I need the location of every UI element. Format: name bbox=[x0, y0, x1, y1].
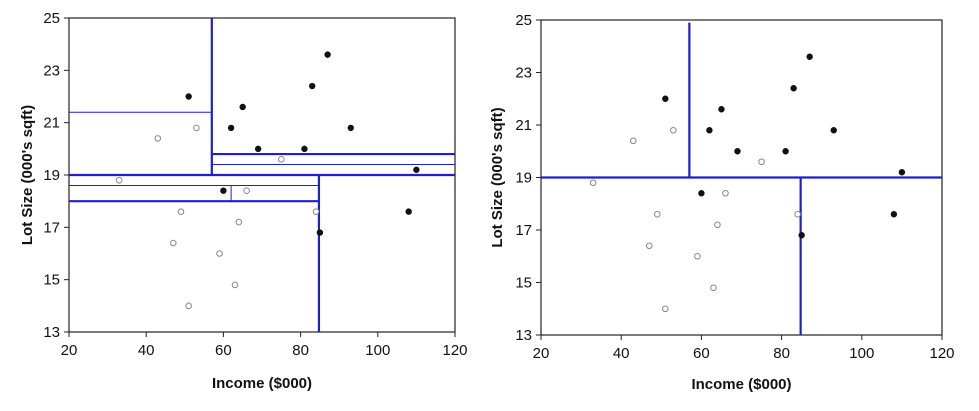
x-tick-label: 80 bbox=[773, 345, 790, 362]
y-tick-label: 17 bbox=[43, 219, 60, 236]
data-point-hollow bbox=[185, 302, 192, 310]
data-point-filled bbox=[890, 211, 898, 218]
y-axis-title: Lot Size (000's sqft) bbox=[19, 105, 36, 245]
data-point-filled bbox=[308, 82, 316, 90]
y-tick-label: 19 bbox=[43, 167, 60, 184]
x-tick-label: 60 bbox=[693, 345, 710, 362]
x-axis-title: Income ($000) bbox=[691, 376, 791, 393]
data-point-hollow bbox=[714, 221, 721, 229]
y-tick-label: 25 bbox=[515, 12, 532, 29]
x-axis-title: Income ($000) bbox=[212, 375, 312, 392]
y-tick-label: 25 bbox=[43, 10, 60, 27]
y-tick-label: 15 bbox=[515, 275, 532, 292]
y-tick-label: 13 bbox=[515, 327, 532, 344]
data-point-hollow bbox=[589, 179, 597, 187]
data-point-filled bbox=[347, 124, 354, 132]
data-point-hollow bbox=[216, 250, 223, 257]
data-point-filled bbox=[782, 148, 789, 155]
data-point-filled bbox=[662, 95, 669, 102]
data-point-hollow bbox=[169, 239, 177, 247]
data-point-hollow bbox=[710, 284, 717, 292]
x-tick-label: 60 bbox=[215, 342, 232, 359]
data-point-filled bbox=[734, 148, 741, 155]
y-tick-label: 23 bbox=[43, 62, 60, 79]
data-point-hollow bbox=[177, 208, 185, 215]
data-point-filled bbox=[698, 190, 705, 197]
data-point-hollow bbox=[629, 137, 637, 145]
data-point-filled bbox=[254, 145, 262, 153]
y-tick-label: 21 bbox=[515, 117, 532, 134]
data-point-filled bbox=[718, 106, 725, 113]
data-point-hollow bbox=[312, 208, 320, 215]
data-point-filled bbox=[220, 187, 227, 194]
y-axis-title: Lot Size (000's sqft) bbox=[489, 107, 506, 247]
y-tick-label: 19 bbox=[515, 170, 532, 187]
x-tick-label: 40 bbox=[613, 345, 630, 362]
chart-panel-1: 20 40 60 80 100 120 13 15 17 19 21 23 25 Income ($000… bbox=[19, 10, 468, 392]
x-tick-label: 20 bbox=[61, 342, 78, 359]
x-tick-label: 40 bbox=[138, 342, 155, 359]
y-tick-label: 13 bbox=[43, 324, 60, 341]
data-point-hollow bbox=[235, 218, 243, 226]
data-point-hollow bbox=[278, 156, 285, 163]
data-point-hollow bbox=[154, 135, 162, 142]
x-tick-label: 120 bbox=[929, 345, 954, 362]
x-tick-label: 120 bbox=[442, 342, 467, 359]
y-tick-label: 17 bbox=[515, 222, 532, 239]
y-tick-label: 21 bbox=[43, 115, 60, 132]
data-point-hollow bbox=[794, 210, 801, 218]
data-point-hollow bbox=[758, 158, 765, 166]
x-tick-label: 20 bbox=[533, 345, 550, 362]
data-point-hollow bbox=[231, 281, 239, 289]
data-point-hollow bbox=[670, 126, 677, 134]
y-tick-label: 15 bbox=[43, 272, 60, 289]
data-point-filled bbox=[239, 103, 246, 111]
chart-panel-2: 20 40 60 80 100 120 13 15 17 19 21 23 25 Income ($000… bbox=[489, 12, 955, 393]
data-point-filled bbox=[227, 124, 235, 132]
data-point-hollow bbox=[193, 124, 200, 132]
x-tick-label: 100 bbox=[849, 345, 874, 362]
data-point-hollow bbox=[722, 189, 729, 197]
data-point-filled bbox=[806, 53, 813, 60]
x-tick-label: 80 bbox=[292, 342, 309, 359]
data-point-filled bbox=[301, 145, 308, 153]
data-point-filled bbox=[324, 51, 331, 58]
data-point-hollow bbox=[653, 210, 661, 218]
data-point-filled bbox=[706, 127, 713, 134]
data-point-filled bbox=[790, 85, 797, 92]
data-point-filled bbox=[830, 127, 837, 134]
data-point-hollow bbox=[694, 252, 701, 260]
y-tick-label: 23 bbox=[515, 65, 532, 82]
data-point-hollow bbox=[115, 176, 123, 184]
x-tick-label: 100 bbox=[365, 342, 390, 359]
data-point-hollow bbox=[645, 242, 653, 250]
data-point-filled bbox=[798, 232, 805, 239]
data-point-filled bbox=[413, 166, 420, 173]
data-point-filled bbox=[316, 229, 324, 236]
data-point-filled bbox=[405, 208, 412, 215]
data-point-hollow bbox=[243, 187, 250, 194]
data-point-filled bbox=[185, 93, 192, 100]
data-point-hollow bbox=[662, 305, 669, 313]
data-point-filled bbox=[898, 169, 906, 176]
